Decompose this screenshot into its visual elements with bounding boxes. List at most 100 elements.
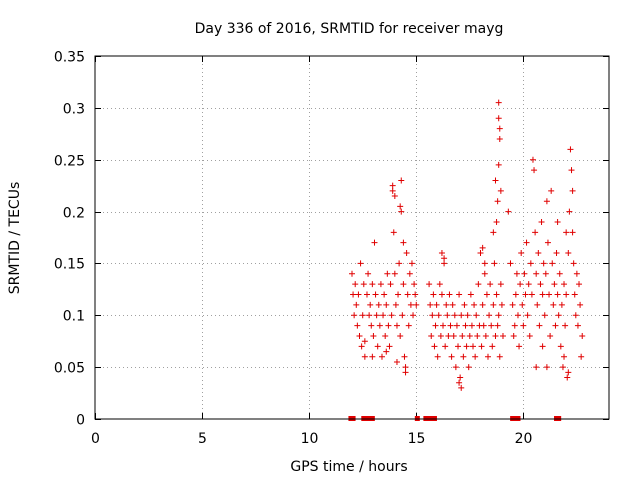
data-point-plus [389, 187, 396, 194]
data-point-plus [565, 250, 572, 257]
data-point-plus [401, 353, 408, 360]
data-point-plus [495, 99, 502, 106]
data-point-plus [538, 218, 545, 225]
data-point-plus [466, 333, 473, 340]
data-point-plus [533, 364, 540, 371]
data-point-plus [447, 322, 454, 329]
data-point-plus [510, 333, 517, 340]
data-point-plus [509, 301, 516, 308]
data-point-plus [412, 291, 419, 298]
data-point-plus [429, 312, 436, 319]
data-point-plus [548, 187, 555, 194]
data-point-plus [411, 281, 418, 288]
data-point-plus [398, 208, 405, 215]
data-point-plus [443, 301, 450, 308]
data-point-plus [536, 322, 543, 329]
data-point-plus [550, 301, 557, 308]
data-point-plus [555, 312, 562, 319]
data-point-plus [410, 312, 417, 319]
data-point-plus [490, 229, 497, 236]
y-tick-label: 0.1 [63, 309, 85, 325]
data-point-plus [487, 281, 494, 288]
data-point-plus [569, 229, 576, 236]
data-point-plus [543, 364, 550, 371]
y-tick-label: 0.05 [54, 361, 85, 377]
data-point-plus [493, 218, 500, 225]
data-point-plus [349, 270, 355, 277]
data-point-plus [393, 322, 400, 329]
y-tick-label: 0.2 [63, 206, 85, 222]
data-point-plus [522, 291, 529, 298]
data-point-plus [489, 343, 496, 350]
data-point-plus [512, 291, 519, 298]
data-point-plus [551, 281, 558, 288]
x-tick-label: 15 [408, 431, 426, 447]
data-point-plus [356, 333, 363, 340]
data-point-plus [405, 322, 412, 329]
data-point-plus [458, 384, 465, 391]
data-point-plus [357, 260, 364, 267]
data-point-plus [369, 281, 376, 288]
y-tick-label: 0.25 [54, 154, 85, 170]
data-point-plus [430, 291, 437, 298]
data-point-plus [541, 312, 548, 319]
data-point-plus [496, 135, 503, 142]
data-point-plus [543, 198, 550, 205]
y-tick-label: 0.15 [54, 257, 85, 273]
data-point-plus [518, 250, 525, 257]
data-point-plus [385, 322, 392, 329]
data-point-plus [561, 353, 568, 360]
data-point-plus [468, 322, 475, 329]
data-point-plus [448, 353, 455, 360]
data-point-plus [525, 281, 532, 288]
data-point-plus [407, 301, 414, 308]
data-point-plus [481, 260, 488, 267]
data-point-plus [553, 250, 560, 257]
data-point-plus [519, 301, 526, 308]
data-point-plus [496, 125, 503, 132]
data-point-plus [381, 291, 388, 298]
data-point-plus [368, 322, 375, 329]
x-axis-label: GPS time / hours [290, 459, 407, 475]
data-point-plus [577, 301, 584, 308]
data-point-plus [563, 291, 570, 298]
data-point-plus [495, 312, 502, 319]
data-point-plus [427, 301, 434, 308]
data-point-plus [495, 161, 502, 168]
data-point-plus [461, 301, 468, 308]
data-point-plus [535, 250, 542, 257]
y-tick-label: 0.3 [63, 102, 85, 118]
data-point-plus [359, 312, 366, 319]
data-point-plus [373, 312, 380, 319]
data-point-plus [446, 291, 453, 298]
data-point-plus [561, 281, 568, 288]
data-point-plus [578, 353, 585, 360]
data-point-plus [532, 229, 539, 236]
x-tick-label: 20 [515, 431, 533, 447]
data-point-plus [480, 322, 487, 329]
data-point-plus [482, 333, 489, 340]
data-point-plus [399, 312, 406, 319]
data-point-plus [563, 229, 570, 236]
data-point-plus [452, 364, 459, 371]
data-point-plus [534, 301, 541, 308]
data-point-plus [437, 333, 444, 340]
data-point-plus [493, 291, 500, 298]
data-point-plus [513, 270, 520, 277]
data-point-plus [426, 281, 433, 288]
data-point-plus [367, 301, 374, 308]
data-point-plus [475, 281, 482, 288]
data-point-plus [523, 239, 530, 246]
data-point-plus [366, 312, 373, 319]
data-point-plus [484, 353, 491, 360]
data-point-plus [576, 281, 583, 288]
data-point-plus [574, 322, 581, 329]
data-point-plus [388, 312, 395, 319]
data-point-plus [456, 379, 463, 386]
data-point-plus [400, 281, 407, 288]
data-point-plus [499, 333, 506, 340]
data-point-plus [472, 353, 479, 360]
data-point-plus [383, 348, 390, 355]
data-point-plus [445, 333, 452, 340]
